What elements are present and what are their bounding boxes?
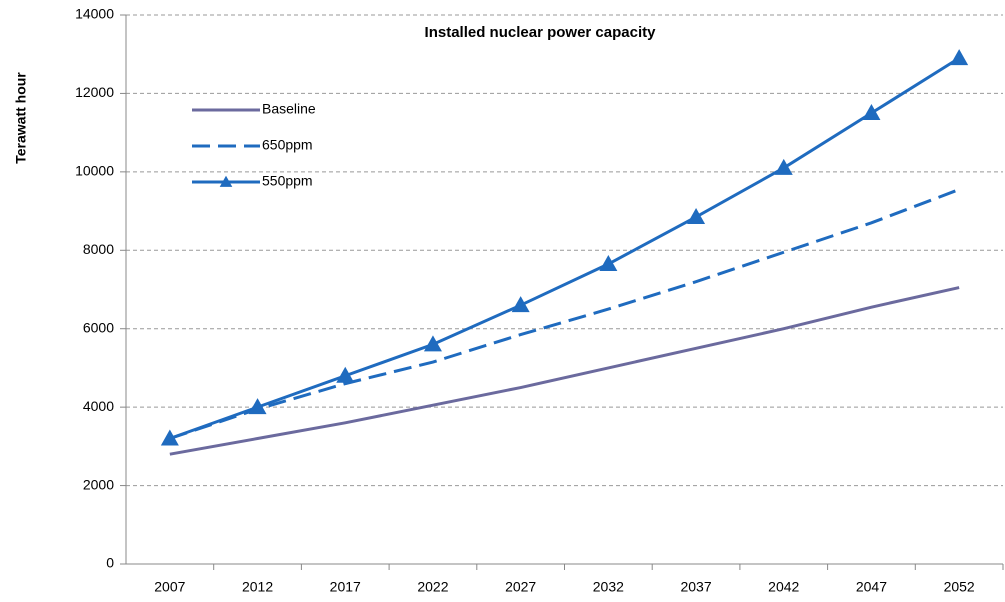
data-point bbox=[248, 398, 267, 415]
y-tick-label: 10000 bbox=[75, 163, 114, 179]
x-tick-label: 2017 bbox=[330, 579, 361, 595]
legend-label: Baseline bbox=[262, 101, 316, 117]
y-tick-label: 2000 bbox=[83, 476, 114, 492]
data-point bbox=[160, 429, 179, 446]
x-tick-label: 2027 bbox=[505, 579, 536, 595]
chart-title: Installed nuclear power capacity bbox=[425, 24, 657, 41]
data-point bbox=[599, 255, 618, 272]
legend-label: 550ppm bbox=[262, 173, 313, 189]
y-tick-label: 0 bbox=[106, 555, 114, 571]
y-tick-label: 6000 bbox=[83, 319, 114, 335]
legend-marker bbox=[219, 175, 233, 187]
x-tick-label: 2047 bbox=[856, 579, 887, 595]
x-tick-label: 2012 bbox=[242, 579, 273, 595]
x-tick-label: 2042 bbox=[768, 579, 799, 595]
y-axis-label: Terawatt hour bbox=[13, 72, 29, 164]
x-tick-label: 2007 bbox=[154, 579, 185, 595]
x-tick-label: 2052 bbox=[944, 579, 975, 595]
data-point bbox=[950, 49, 969, 66]
x-tick-label: 2037 bbox=[680, 579, 711, 595]
y-tick-label: 8000 bbox=[83, 241, 114, 257]
data-point bbox=[336, 366, 355, 383]
series-line bbox=[169, 188, 960, 440]
x-tick-label: 2022 bbox=[417, 579, 448, 595]
data-point bbox=[687, 207, 706, 224]
series-line bbox=[169, 286, 960, 456]
y-tick-label: 12000 bbox=[75, 84, 114, 100]
y-tick-label: 14000 bbox=[75, 6, 114, 22]
series-line bbox=[169, 56, 960, 440]
data-point bbox=[862, 104, 881, 121]
y-tick-label: 4000 bbox=[83, 398, 114, 414]
data-point bbox=[774, 158, 793, 175]
x-tick-label: 2032 bbox=[593, 579, 624, 595]
legend-label: 650ppm bbox=[262, 137, 313, 153]
data-point bbox=[511, 296, 530, 313]
data-point bbox=[423, 335, 442, 352]
